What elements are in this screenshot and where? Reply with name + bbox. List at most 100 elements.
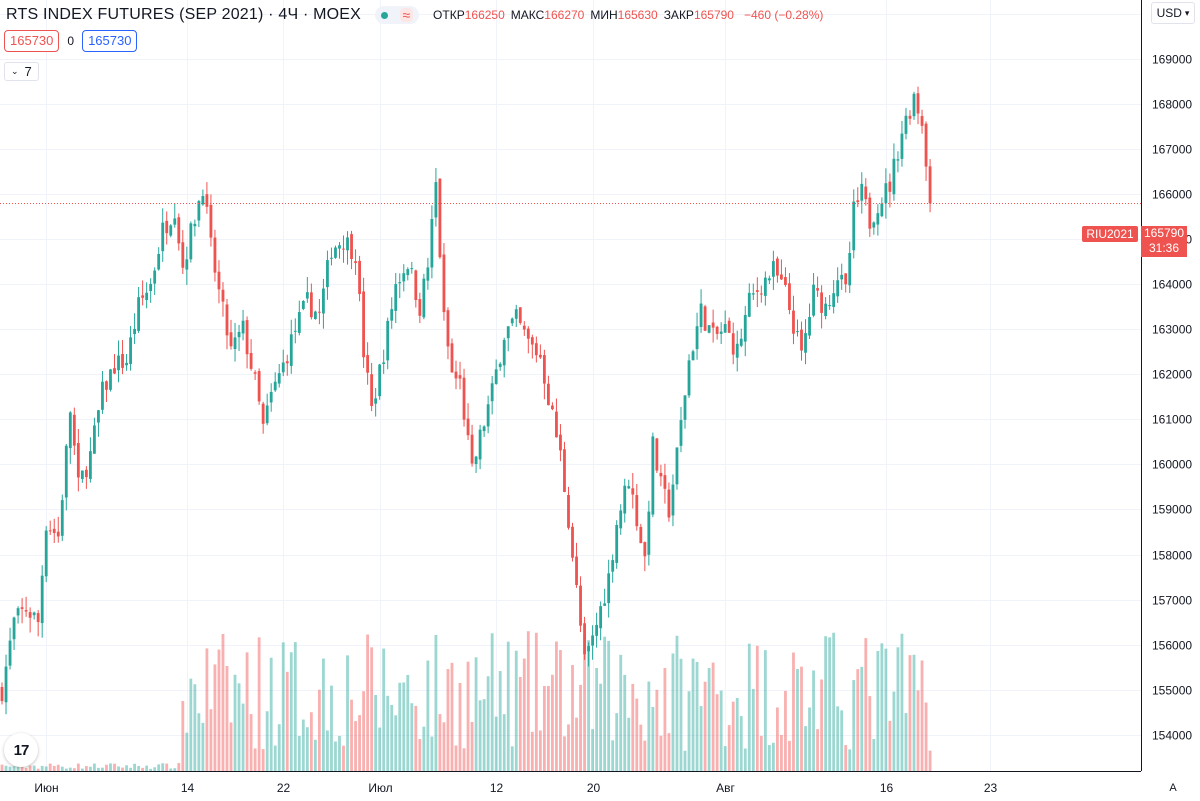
candle-body bbox=[522, 325, 526, 330]
candle-body bbox=[916, 93, 920, 114]
volume-bar bbox=[93, 763, 96, 771]
volume-bar bbox=[418, 739, 422, 771]
candle-body bbox=[896, 159, 900, 161]
candle-body bbox=[912, 93, 916, 117]
volume-bar bbox=[36, 768, 40, 771]
volume-bar bbox=[727, 725, 731, 771]
chevron-down-icon: ⌄ bbox=[11, 66, 19, 76]
volume-bar bbox=[623, 674, 627, 771]
candle-body bbox=[64, 445, 68, 498]
tradingview-logo-icon[interactable]: 17 bbox=[4, 733, 38, 767]
candle-body bbox=[398, 282, 402, 284]
candle-body bbox=[121, 354, 124, 368]
candle-body bbox=[301, 300, 305, 309]
volume-bar bbox=[117, 766, 120, 771]
candle-body bbox=[683, 395, 687, 420]
market-status-badge[interactable]: ≈ bbox=[375, 6, 420, 24]
volume-bar bbox=[804, 726, 807, 771]
volume-bar bbox=[261, 749, 265, 771]
candle-body bbox=[72, 414, 76, 446]
candle-body bbox=[546, 383, 550, 406]
candle-body bbox=[326, 260, 329, 288]
candle-body bbox=[24, 610, 28, 612]
candle-body bbox=[410, 268, 414, 270]
candle-body bbox=[884, 183, 888, 204]
candle-body bbox=[675, 447, 679, 485]
volume-bar bbox=[723, 746, 727, 771]
candle-body bbox=[205, 194, 209, 207]
volume-bar bbox=[72, 768, 76, 771]
volume-bar bbox=[342, 745, 345, 771]
candle-body bbox=[277, 373, 281, 384]
price-axis[interactable]: 154000 155000 156000 157000 158000 159000 1600… bbox=[1141, 0, 1200, 801]
candle-body bbox=[105, 381, 108, 390]
time-axis[interactable]: Июн 14 22 Июл 12 20 Авг 16 23 bbox=[0, 771, 1141, 796]
last-price-value: 165790 bbox=[1143, 226, 1185, 240]
volume-bar bbox=[784, 690, 787, 771]
volume-bar bbox=[209, 709, 213, 771]
volume-bar bbox=[281, 642, 285, 771]
trade-buttons: 165730 0 165730 bbox=[4, 30, 138, 52]
volume-bar bbox=[390, 704, 394, 771]
candle-body bbox=[643, 542, 647, 557]
candle-body bbox=[482, 426, 486, 432]
volume-bar bbox=[105, 764, 108, 771]
volume-bar bbox=[591, 729, 595, 771]
symbol-title[interactable]: RTS INDEX FUTURES (SEP 2021) · 4Ч · MOEX bbox=[6, 6, 362, 23]
volume-bar bbox=[611, 740, 615, 771]
candle-body bbox=[257, 371, 261, 402]
candle-body bbox=[322, 288, 325, 314]
candle-body bbox=[217, 271, 221, 290]
candle-body bbox=[193, 223, 197, 227]
candle-body bbox=[249, 352, 253, 369]
volume-bar bbox=[113, 763, 116, 771]
candlestick-series bbox=[0, 86, 932, 715]
candle-body bbox=[117, 355, 120, 371]
high-label: МАКС bbox=[510, 8, 545, 22]
volume-bar bbox=[719, 690, 723, 771]
candle-body bbox=[185, 259, 189, 270]
candle-body bbox=[52, 528, 56, 533]
candle-body bbox=[97, 410, 100, 423]
volume-bar bbox=[595, 667, 599, 771]
candle-body bbox=[470, 434, 474, 464]
volume-bar bbox=[780, 735, 783, 771]
volume-bar bbox=[639, 724, 643, 771]
volume-bar bbox=[370, 647, 374, 771]
buy-button[interactable]: 165730 bbox=[82, 30, 138, 52]
volume-bar bbox=[137, 766, 141, 771]
candle-body bbox=[297, 312, 301, 333]
auto-scale-button[interactable]: A bbox=[1169, 782, 1177, 794]
candle-body bbox=[466, 418, 470, 436]
candle-body bbox=[84, 469, 88, 478]
volume-bar bbox=[816, 729, 819, 771]
volume-bar bbox=[615, 713, 619, 771]
volume-bar bbox=[185, 732, 189, 771]
sell-button[interactable]: 165730 bbox=[4, 30, 60, 52]
volume-bar bbox=[908, 655, 912, 771]
price-tick-label: 169000 bbox=[1152, 53, 1192, 67]
volume-bar bbox=[205, 648, 209, 771]
open-label: ОТКР bbox=[433, 8, 465, 22]
volume-bar bbox=[454, 745, 458, 771]
price-tick-label: 161000 bbox=[1152, 413, 1192, 427]
volume-bar bbox=[530, 731, 534, 771]
symbol-price-label: RIU2021 bbox=[1082, 226, 1138, 242]
candle-body bbox=[498, 363, 502, 368]
candle-body bbox=[165, 220, 169, 234]
price-tick-label: 156000 bbox=[1152, 639, 1192, 653]
volume-bar bbox=[739, 716, 743, 771]
volume-bar bbox=[836, 706, 840, 771]
candle-body bbox=[792, 310, 795, 334]
close-label: ЗАКР bbox=[663, 8, 694, 22]
candle-body bbox=[659, 472, 663, 477]
candle-body bbox=[502, 339, 506, 366]
candle-body bbox=[731, 333, 735, 355]
volume-bar bbox=[12, 766, 16, 771]
candle-body bbox=[414, 270, 418, 301]
candle-body bbox=[0, 686, 4, 702]
currency-select[interactable]: USD ▾ bbox=[1151, 2, 1195, 24]
indicators-toggle-button[interactable]: ⌄ 7 bbox=[4, 62, 39, 81]
candle-body bbox=[780, 274, 783, 280]
